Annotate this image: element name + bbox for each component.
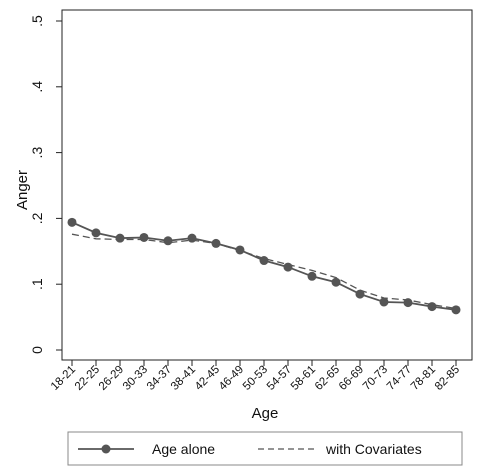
data-point-age-alone (331, 277, 341, 287)
data-point-age-alone (379, 297, 389, 307)
data-point-age-alone (115, 233, 125, 243)
data-point-age-alone (403, 298, 413, 308)
data-point-age-alone (427, 302, 437, 312)
y-tick-label: .4 (29, 81, 45, 93)
legend-label-with-covariates: with Covariates (325, 441, 422, 457)
data-point-age-alone (259, 256, 269, 266)
data-point-age-alone (307, 271, 317, 281)
y-tick-label: .3 (29, 147, 45, 159)
y-tick-label: .1 (29, 278, 45, 290)
legend-marker-icon (101, 444, 111, 454)
y-tick-label: 0 (29, 346, 45, 354)
series-line-with-covariates (71, 233, 457, 310)
data-point-age-alone (451, 305, 461, 315)
data-point-age-alone (187, 233, 197, 243)
y-tick-label: .2 (29, 212, 45, 224)
y-tick-label: .5 (29, 15, 45, 27)
data-point-age-alone (235, 245, 245, 255)
data-point-age-alone (139, 232, 149, 242)
plot-area: 0.1.2.3.4.518-2122-2526-2930-3334-3738-4… (29, 9, 473, 393)
data-point-age-alone (211, 238, 221, 248)
data-point-age-alone (163, 236, 173, 246)
data-point-age-alone (283, 262, 293, 272)
y-axis-label: Anger (14, 170, 31, 210)
legend: Age alone with Covariates (67, 431, 463, 466)
data-point-age-alone (67, 217, 77, 227)
plot-frame (61, 9, 473, 361)
data-point-age-alone (91, 228, 101, 238)
legend-label-age-alone: Age alone (152, 441, 215, 457)
x-axis-label: Age (252, 405, 279, 422)
data-point-age-alone (355, 289, 365, 299)
